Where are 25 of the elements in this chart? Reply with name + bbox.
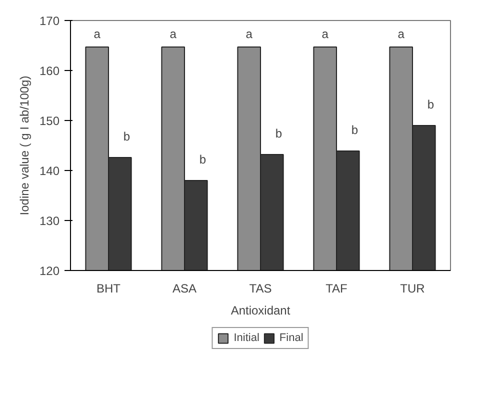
x-tick-label: BHT	[96, 282, 122, 296]
legend-label: Final	[279, 332, 304, 344]
x-tick-label: TAS	[249, 282, 272, 296]
annotation: a	[170, 27, 177, 41]
annotation: b	[199, 152, 206, 166]
y-tick-label: 160	[39, 64, 60, 78]
annotation: b	[123, 130, 130, 144]
annotation: b	[427, 98, 434, 112]
y-tick-label: 140	[39, 164, 60, 178]
annotation: a	[322, 27, 329, 41]
x-axis-title: Antioxidant	[230, 304, 291, 318]
legend-label: Initial	[234, 332, 260, 344]
y-axis-title: Iodine value ( g I ab/100g)	[17, 76, 32, 216]
annotation: a	[246, 27, 253, 41]
annotation: a	[398, 27, 405, 41]
y-tick-label: 120	[39, 264, 60, 278]
annotation: a	[94, 27, 101, 41]
annotation: b	[275, 126, 282, 140]
x-tick-label: TUR	[400, 282, 426, 296]
y-tick-label: 150	[39, 114, 60, 128]
y-tick-label: 170	[39, 14, 60, 28]
x-tick-label: TAF	[326, 282, 348, 296]
y-tick-label: 130	[39, 214, 60, 228]
x-tick-label: ASA	[172, 282, 197, 296]
annotation: b	[351, 123, 358, 137]
